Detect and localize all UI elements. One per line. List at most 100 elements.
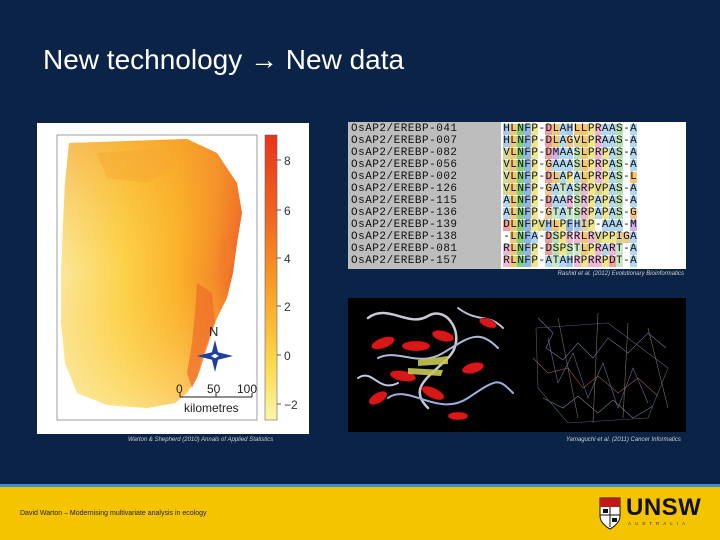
residue: D xyxy=(503,219,511,231)
residue: - xyxy=(623,195,630,207)
residue: R xyxy=(503,255,511,267)
residue: T xyxy=(566,207,574,219)
residue: A xyxy=(601,219,609,231)
residue: D xyxy=(608,255,616,267)
residue: A xyxy=(531,231,539,243)
residue: A xyxy=(608,123,616,135)
residue: R xyxy=(594,135,602,147)
residue: V xyxy=(503,147,511,159)
residue: G xyxy=(622,231,630,243)
colorbar-tick: −2 xyxy=(284,398,298,412)
residue: - xyxy=(623,243,630,255)
residue: R xyxy=(566,231,574,243)
map-graphic: 8 6 4 2 0 −2 N xyxy=(56,134,298,421)
residue: H xyxy=(573,219,581,231)
residue: L xyxy=(510,123,518,135)
residue: P xyxy=(587,159,595,171)
residue: P xyxy=(587,135,595,147)
residue: P xyxy=(587,171,595,183)
residue: A xyxy=(615,219,623,231)
residue: A xyxy=(566,183,574,195)
residue: P xyxy=(601,231,609,243)
residue: N xyxy=(517,231,525,243)
residue: N xyxy=(517,255,525,267)
residue: T xyxy=(552,255,560,267)
residue: T xyxy=(615,255,623,267)
residue: S xyxy=(615,159,623,171)
residue: F xyxy=(524,243,532,255)
residue: R xyxy=(573,255,581,267)
residue: P xyxy=(601,147,609,159)
residue: - xyxy=(623,171,630,183)
residue: R xyxy=(580,195,588,207)
residue: A xyxy=(629,255,637,267)
residue: L xyxy=(580,159,588,171)
residue: L xyxy=(510,231,518,243)
residue: P xyxy=(531,207,539,219)
residue: R xyxy=(594,171,602,183)
residue: N xyxy=(517,123,525,135)
residue: D xyxy=(545,195,553,207)
residue: A xyxy=(629,231,637,243)
sequence-name: OsAP2/EREBP-157 xyxy=(351,255,458,267)
residue: F xyxy=(566,219,574,231)
residue: R xyxy=(594,147,602,159)
protein-structure-figure xyxy=(348,298,686,432)
residue: P xyxy=(601,207,609,219)
residue: - xyxy=(623,207,630,219)
residue: A xyxy=(559,171,567,183)
residue: A xyxy=(601,243,609,255)
residue: P xyxy=(559,231,567,243)
residue: F xyxy=(524,231,532,243)
residue: - xyxy=(503,231,510,243)
residue: P xyxy=(601,171,609,183)
residue: V xyxy=(594,183,602,195)
residue: L xyxy=(510,207,518,219)
residue: P xyxy=(601,195,609,207)
residue: R xyxy=(608,243,616,255)
residue: L xyxy=(510,147,518,159)
residue: A xyxy=(629,147,637,159)
residue: S xyxy=(552,243,560,255)
residue: - xyxy=(623,123,630,135)
residue: A xyxy=(503,195,511,207)
residue: S xyxy=(573,195,581,207)
residue: F xyxy=(524,123,532,135)
residue: - xyxy=(538,183,546,195)
residue: A xyxy=(559,195,567,207)
sequence-name: OsAP2/EREBP-041 xyxy=(351,123,458,135)
scale-tick: 0 xyxy=(176,382,183,396)
sequence-name: OsAP2/EREBP-056 xyxy=(351,159,458,171)
residue: H xyxy=(503,123,511,135)
residue: A xyxy=(566,159,574,171)
scale-bar: 0 50 100 kilometres xyxy=(176,382,257,415)
residue: R xyxy=(587,231,595,243)
residue: F xyxy=(524,159,532,171)
residue: L xyxy=(510,255,518,267)
residue: A xyxy=(608,219,616,231)
protein-graphic xyxy=(348,298,686,432)
residue: P xyxy=(531,255,539,267)
residue: V xyxy=(538,219,546,231)
sequence-name: OsAP2/EREBP-007 xyxy=(351,135,458,147)
residue: G xyxy=(629,207,637,219)
residue: - xyxy=(623,159,630,171)
residue: L xyxy=(552,135,560,147)
residue: F xyxy=(524,207,532,219)
residue: L xyxy=(580,147,588,159)
residue: A xyxy=(608,183,616,195)
alignment-caption: Rashid et al. (2012) Evolutionary Bioinf… xyxy=(557,271,684,277)
residue: - xyxy=(538,231,546,243)
residue: S xyxy=(573,159,581,171)
residue: P xyxy=(531,135,539,147)
residue: - xyxy=(623,255,630,267)
residue: A xyxy=(608,195,616,207)
residue: L xyxy=(580,123,588,135)
colorbar-tick: 0 xyxy=(284,349,291,363)
residue: L xyxy=(573,123,581,135)
residue: F xyxy=(524,183,532,195)
residue: F xyxy=(524,219,532,231)
residue: - xyxy=(538,135,546,147)
residue: N xyxy=(517,171,525,183)
residue: A xyxy=(629,183,637,195)
